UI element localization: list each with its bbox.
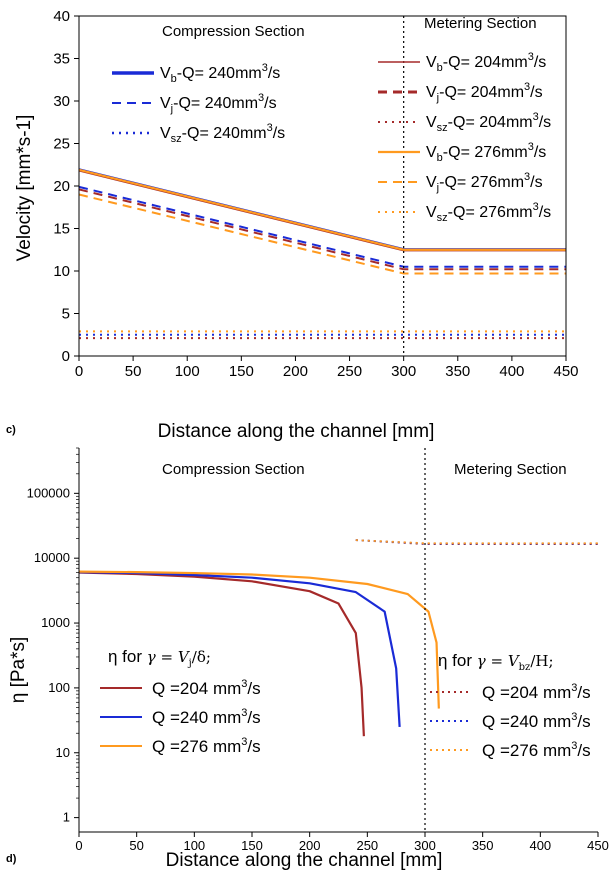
- velocity-legend-label: Vb-Q= 204mm3/s: [426, 51, 546, 74]
- viscosity-x-tick-label: 200: [299, 838, 321, 853]
- velocity-x-tick-label: 100: [175, 363, 200, 380]
- velocity-series-vj204: [78, 188, 566, 271]
- velocity-x-tick-label: 450: [553, 363, 578, 380]
- viscosity-x-tick-label: 400: [529, 838, 551, 853]
- viscosity-legend-label: Q =240 mm3/s: [152, 707, 261, 727]
- velocity-legend-label: Vb-Q= 276mm3/s: [426, 141, 546, 164]
- velocity-legend-label: Vb-Q= 240mm3/s: [160, 62, 280, 85]
- viscosity-y-tick-label: 10: [56, 745, 70, 760]
- viscosity-legend-title: η for γ = Vbz/H;: [438, 651, 554, 673]
- viscosity-metering-section-label: Metering Section: [454, 461, 567, 478]
- velocity-x-tick-label: 50: [125, 363, 142, 380]
- velocity-y-axis-title: Velocity [mm*s-1]: [14, 115, 35, 262]
- viscosity-y-tick-label: 1000: [41, 615, 70, 630]
- viscosity-x-tick-label: 300: [414, 838, 436, 853]
- viscosity-panel-tag: d): [6, 853, 17, 865]
- velocity-legend-label: Vsz-Q= 240mm3/s: [160, 122, 285, 145]
- velocity-legend-label: Vsz-Q= 204mm3/s: [426, 111, 551, 134]
- viscosity-x-tick-label: 350: [472, 838, 494, 853]
- viscosity-legend-label: Q =276 mm3/s: [482, 740, 591, 760]
- viscosity-x-axis-title: Distance along the channel [mm]: [166, 850, 443, 871]
- velocity-legend-label: Vj-Q= 276mm3/s: [426, 171, 543, 194]
- velocity-y-tick-label: 15: [53, 221, 70, 238]
- velocity-y-tick-label: 35: [53, 51, 70, 68]
- velocity-y-tick-label: 5: [62, 306, 70, 323]
- viscosity-legend-title: η for γ = Vj/δ;: [108, 647, 211, 669]
- viscosity-y-axis-title: η [Pa*s]: [8, 637, 29, 704]
- velocity-y-tick-label: 25: [53, 136, 70, 153]
- velocity-y-tick-label: 20: [53, 178, 70, 195]
- viscosity-x-tick-label: 100: [183, 838, 205, 853]
- velocity-x-tick-label: 0: [75, 363, 83, 380]
- velocity-x-tick-label: 150: [229, 363, 254, 380]
- velocity-x-tick-label: 350: [445, 363, 470, 380]
- viscosity-legend-label: Q =204 mm3/s: [482, 682, 591, 702]
- velocity-panel-tag: c): [6, 424, 16, 436]
- viscosity-series-group: [78, 539, 598, 737]
- viscosity-legend-left: η for γ = Vj/δ; Q =204 mm3/s Q =240 mm3/s Q…: [100, 647, 261, 756]
- viscosity-y-ticks: 1 10 100 1000 10000 100000: [27, 447, 79, 825]
- viscosity-y-tick-label: 100000: [27, 485, 70, 500]
- velocity-series-vj276: [78, 193, 566, 275]
- velocity-y-tick-label: 10: [53, 263, 70, 280]
- velocity-x-axis-title: Distance along the channel [mm]: [158, 421, 435, 442]
- velocity-y-tick-label: 0: [62, 348, 70, 365]
- viscosity-legend-label: Q =240 mm3/s: [482, 711, 591, 731]
- velocity-legend-left: Vb-Q= 240mm3/s Vj-Q= 240mm3/s Vsz-Q= 240mm…: [112, 62, 285, 145]
- velocity-x-tick-label: 200: [283, 363, 308, 380]
- velocity-series-group: [78, 168, 566, 340]
- viscosity-chart: 0 50 100 150 200 250 300 350 400 450 1 10 100 1000 10…: [6, 447, 609, 871]
- viscosity-compression-section-label: Compression Section: [162, 461, 305, 478]
- velocity-metering-section-label: Metering Section: [424, 15, 537, 32]
- velocity-legend-label: Vj-Q= 240mm3/s: [160, 92, 277, 115]
- velocity-chart: 0 50 100 150 200 250 300 350 400 450 0 5 10 15 20 25 30…: [6, 8, 579, 442]
- velocity-series-vb276: [78, 168, 566, 251]
- viscosity-series-eta240: [78, 571, 401, 728]
- viscosity-legend-label: Q =204 mm3/s: [152, 678, 261, 698]
- viscosity-legend-right: η for γ = Vbz/H; Q =204 mm3/s Q =240 mm3/s…: [430, 651, 591, 760]
- velocity-x-ticks: 0 50 100 150 200 250 300 350 400 450: [75, 356, 579, 380]
- velocity-legend-right: Vb-Q= 204mm3/s Vj-Q= 204mm3/s Vsz-Q= 204mm…: [378, 51, 551, 224]
- velocity-compression-section-label: Compression Section: [162, 23, 305, 40]
- velocity-y-tick-label: 30: [53, 93, 70, 110]
- velocity-legend-label: Vj-Q= 204mm3/s: [426, 81, 543, 104]
- velocity-x-tick-label: 300: [391, 363, 416, 380]
- viscosity-x-ticks: 0 50 100 150 200 250 300 350 400 450: [75, 832, 609, 853]
- viscosity-y-tick-label: 10000: [34, 550, 70, 565]
- viscosity-x-tick-label: 150: [241, 838, 263, 853]
- viscosity-x-tick-label: 450: [587, 838, 609, 853]
- viscosity-y-tick-label: 100: [48, 680, 70, 695]
- viscosity-x-tick-label: 50: [129, 838, 143, 853]
- viscosity-legend-label: Q =276 mm3/s: [152, 736, 261, 756]
- velocity-x-tick-label: 250: [337, 363, 362, 380]
- velocity-legend-label: Vsz-Q= 276mm3/s: [426, 201, 551, 224]
- viscosity-x-tick-label: 0: [75, 838, 82, 853]
- viscosity-y-tick-label: 1: [63, 810, 70, 825]
- viscosity-series-eta276: [78, 570, 440, 709]
- viscosity-x-tick-label: 250: [356, 838, 378, 853]
- velocity-x-tick-label: 400: [499, 363, 524, 380]
- velocity-y-tick-label: 40: [53, 8, 70, 25]
- velocity-y-ticks: 0 5 10 15 20 25 30 35 40: [53, 8, 79, 365]
- velocity-series-vj240: [78, 185, 566, 268]
- viscosity-series-eta204: [78, 571, 365, 737]
